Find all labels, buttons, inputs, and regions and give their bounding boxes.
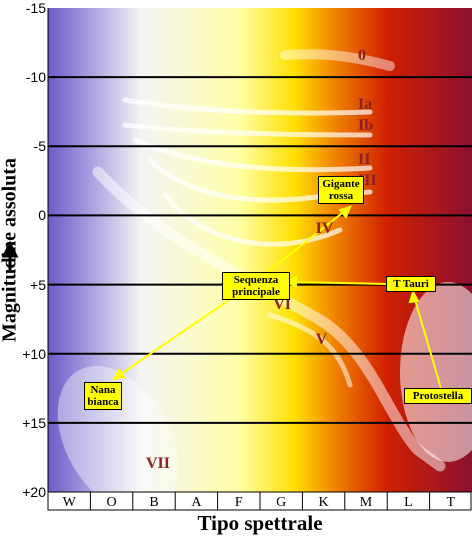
arrows	[112, 205, 443, 393]
luminosity-class-label: 0	[358, 47, 366, 65]
band-class-vi	[267, 312, 353, 388]
y-tick-label: -10	[25, 69, 46, 86]
luminosity-class-label: Ib	[358, 116, 374, 134]
arrow-protostar-head	[408, 289, 420, 304]
x-tick-label: F	[234, 495, 243, 510]
arrow-protostar	[413, 295, 443, 393]
luminosity-class-label: II	[358, 151, 371, 169]
x-tick-label: L	[404, 495, 413, 510]
band-class-iv	[162, 192, 343, 247]
y-tick-label: +20	[22, 484, 46, 500]
x-tick-label: G	[276, 495, 287, 510]
arrow-white-dwarf	[117, 297, 233, 377]
y-axis-title: Magnitudine assoluta	[0, 158, 21, 342]
y-tick-label: 0	[38, 207, 46, 224]
luminosity-class-label: VII	[146, 455, 171, 473]
arrow-red-giant-head	[338, 205, 352, 219]
annotation-t-tauri: T Tauri	[386, 276, 436, 292]
arrow-t-tauri-head	[286, 275, 297, 289]
x-tick-label: W	[62, 495, 76, 510]
x-tick-label: K	[318, 495, 329, 510]
annotation-white-dwarf: Nana bianca	[84, 382, 122, 410]
band-main-sequence	[92, 166, 446, 472]
y-tick-label: +15	[22, 414, 46, 431]
band-class-0	[280, 49, 395, 71]
x-axis-title: Tipo spettrale	[197, 511, 323, 535]
luminosity-class-label: Ia	[358, 95, 373, 113]
upward-arrow-icon	[1, 240, 19, 270]
annotation-protostar: Protostella	[404, 388, 472, 404]
x-tick-label: M	[359, 495, 373, 510]
arrow-white-dwarf-head	[112, 368, 126, 381]
band-class-iii	[147, 157, 373, 203]
plot-background	[48, 8, 472, 492]
y-tick-label: +10	[22, 345, 46, 362]
x-axis-box	[47, 491, 472, 511]
y-tick-label: +5	[30, 276, 46, 293]
annotation-red-giant: Gigante rossa	[318, 176, 364, 204]
x-tick-label: T	[446, 495, 456, 510]
x-tick-label: B	[149, 495, 159, 510]
annotation-main-sequence: Sequenza principale	[222, 272, 290, 300]
y-tick-label: -15	[25, 0, 46, 16]
band-class-ia	[122, 97, 373, 116]
luminosity-class-label: IV	[315, 220, 334, 238]
luminosity-class-label: V	[315, 330, 328, 348]
arrow-t-tauri	[291, 281, 389, 285]
x-tick-label: A	[191, 495, 202, 510]
luminosity-class-label: VI	[273, 296, 291, 314]
x-tick-label: O	[106, 495, 117, 510]
band-class-ib	[122, 122, 373, 138]
y-tick-label: -5	[33, 138, 46, 155]
